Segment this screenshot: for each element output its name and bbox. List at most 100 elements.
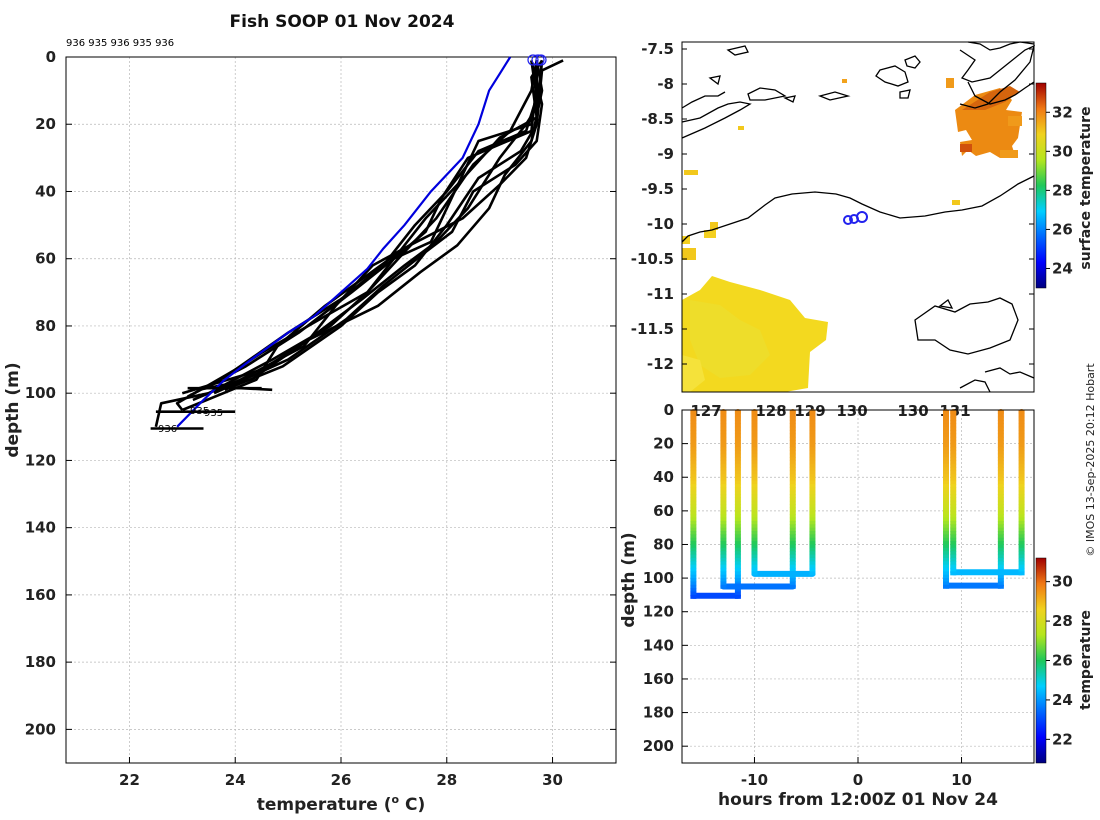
section-cast-segment [943, 490, 949, 495]
section-cast-segment [950, 416, 957, 421]
section-cast-segment [1018, 547, 1025, 552]
section-cast-segment [1018, 443, 1025, 448]
section-cast-segment [789, 460, 796, 465]
section-cast-segment [997, 524, 1004, 529]
profile-line-936 [181, 60, 544, 395]
section-cast-segment [789, 507, 796, 512]
section-cast-segment [734, 578, 741, 583]
section-cast-segment [1018, 487, 1025, 492]
section-cast-segment [809, 436, 816, 441]
section-cast-segment [1018, 490, 1025, 495]
section-cast-segment [950, 561, 957, 566]
section-cast-segment [734, 568, 741, 572]
section-cast-segment [720, 433, 727, 438]
section-cast-segment [734, 483, 741, 488]
profile-y-tick-label: 120 [25, 451, 56, 469]
section-y-label: depth (m) [619, 532, 639, 627]
section-cast-segment [751, 477, 758, 482]
section-cast-segment [690, 574, 697, 579]
section-cast-segment [997, 494, 1004, 499]
section-cast-segment [720, 416, 727, 421]
profile-y-tick-label: 100 [25, 384, 56, 402]
section-cast-segment [690, 413, 697, 418]
section-cast-segment [809, 430, 816, 435]
section-cast-segment [997, 531, 1004, 535]
section-cast-segment [943, 517, 949, 522]
sst-patches [682, 78, 1022, 392]
section-cast-segment [751, 483, 758, 488]
section-cast-segment [997, 460, 1004, 465]
section-cast-segment [789, 554, 796, 559]
section-cast-segment [809, 413, 816, 418]
section-cast-segment [734, 423, 741, 428]
section-cast-segment [950, 453, 957, 458]
section-cast-segment [809, 571, 816, 576]
section-cast-segment [1018, 463, 1025, 468]
section-cast-segment [997, 534, 1004, 539]
section-cast-segment [950, 490, 957, 495]
section-y-tick-label: 80 [653, 535, 674, 553]
section-cast-segment [809, 480, 816, 485]
section-cast-segment [734, 440, 741, 445]
profile-x-tick-label: 24 [225, 771, 246, 789]
section-cast-segment [789, 440, 796, 445]
section-colorbar-tick-label: 26 [1052, 652, 1073, 670]
profile-y-tick-label: 40 [35, 182, 56, 200]
section-cast-segment [950, 426, 957, 431]
section-cast-segment [943, 544, 949, 549]
section-cast-segment [690, 544, 697, 549]
section-cast-segment [789, 490, 796, 495]
section-cast-segment [751, 514, 758, 519]
section-cast-segment [720, 494, 727, 499]
section-cast-segment [943, 504, 949, 509]
section-y-tick-label: 180 [643, 704, 674, 722]
section-cast-segment [943, 480, 949, 485]
map-colorbar-tick-label: 24 [1052, 259, 1073, 277]
section-cast-segment [751, 547, 758, 552]
section-cast-segment [720, 457, 727, 462]
section-cast-segment [720, 420, 727, 425]
section-cast-segment [690, 423, 697, 428]
section-cast-segment [1018, 477, 1025, 482]
section-cast-segment [809, 420, 816, 425]
map-y-tick-label: -11 [647, 285, 674, 303]
map-y-tick-label: -10.5 [631, 250, 674, 268]
section-cast-segment [751, 470, 758, 475]
section-cast-segment [997, 450, 1004, 455]
section-cast-segment [751, 520, 758, 525]
section-cast-segment [720, 423, 727, 428]
section-x-tick-label: -10 [741, 771, 768, 789]
section-cast-segment [809, 497, 816, 502]
section-cast-segment [950, 537, 957, 542]
section-y-tick-label: 140 [643, 636, 674, 654]
section-cast-segment [720, 473, 727, 478]
section-cast-segment [943, 497, 949, 502]
section-cast-segment [690, 507, 697, 512]
section-cast-segment [950, 504, 957, 509]
section-cast-segment [997, 477, 1004, 482]
profile-line-936 [154, 60, 538, 428]
section-cast-segment [809, 470, 816, 475]
section-cast-segment [734, 460, 741, 465]
section-cast-segment [690, 527, 697, 532]
section-cast-segment [943, 584, 949, 589]
map-colorbar-tick-label: 30 [1052, 142, 1073, 160]
section-cast-segment [720, 500, 727, 505]
section-cast-segment [734, 581, 741, 586]
section-cast-segment [690, 520, 697, 525]
section-y-tick-label: 120 [643, 603, 674, 621]
section-cast-segment [943, 494, 949, 499]
section-cast-segment [943, 416, 949, 421]
section-cast-segment [943, 524, 949, 529]
section-cast-segment [720, 557, 727, 562]
section-cast-segment [943, 473, 949, 478]
section-cast-segment [690, 433, 697, 438]
section-cast-segment [734, 430, 741, 435]
section-cast-segment [950, 430, 957, 435]
section-cast-segment [809, 557, 816, 562]
section-cast-segment [690, 440, 697, 445]
section-cast-segment [943, 578, 949, 583]
section-cast-segment [997, 514, 1004, 519]
section-cast-segment [950, 564, 957, 569]
